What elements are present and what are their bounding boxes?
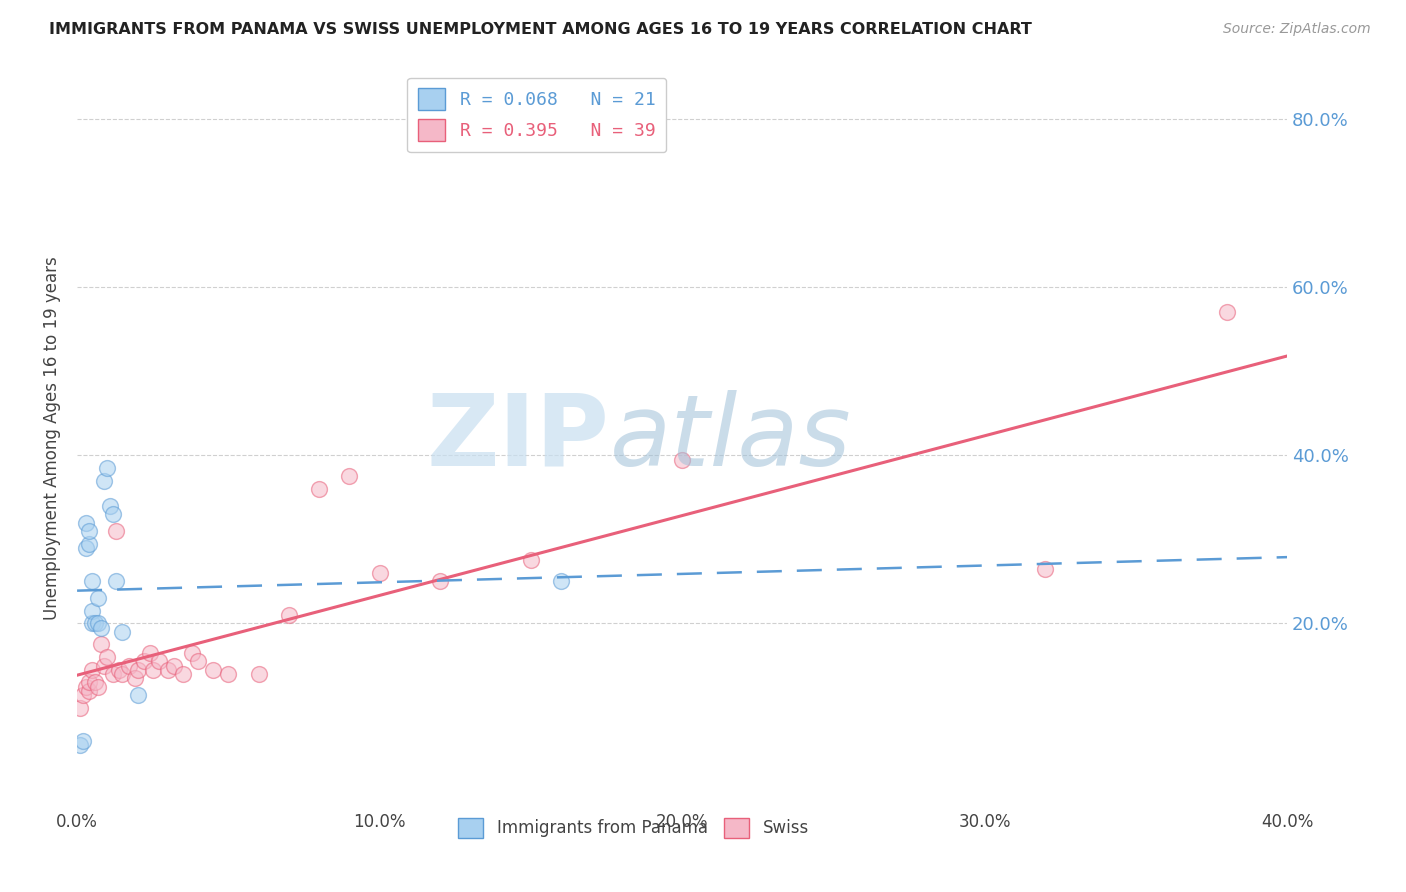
- Point: [75, 680, 97, 694]
- Point: [72, 688, 94, 702]
- Point: [308, 482, 330, 496]
- Point: [368, 566, 391, 580]
- Point: [75, 516, 97, 530]
- Point: [82, 574, 104, 589]
- Point: [181, 646, 204, 660]
- Point: [87, 616, 110, 631]
- Legend: Immigrants from Panama, Swiss: Immigrants from Panama, Swiss: [451, 811, 815, 845]
- Point: [550, 574, 572, 589]
- Point: [82, 616, 104, 631]
- Point: [82, 604, 104, 618]
- Point: [75, 541, 97, 555]
- Point: [87, 591, 110, 606]
- Point: [111, 624, 134, 639]
- Point: [98, 499, 121, 513]
- Point: [127, 688, 149, 702]
- Point: [84, 675, 107, 690]
- Point: [82, 663, 104, 677]
- Point: [671, 452, 693, 467]
- Point: [217, 667, 239, 681]
- Point: [84, 616, 107, 631]
- Point: [1033, 562, 1056, 576]
- Text: atlas: atlas: [609, 390, 851, 487]
- Point: [138, 646, 160, 660]
- Point: [93, 658, 115, 673]
- Point: [337, 469, 360, 483]
- Point: [77, 524, 100, 538]
- Point: [127, 663, 149, 677]
- Y-axis label: Unemployment Among Ages 16 to 19 years: Unemployment Among Ages 16 to 19 years: [44, 257, 60, 620]
- Point: [90, 638, 112, 652]
- Point: [105, 524, 128, 538]
- Point: [520, 553, 543, 567]
- Point: [69, 700, 91, 714]
- Point: [172, 667, 194, 681]
- Point: [111, 667, 134, 681]
- Point: [69, 739, 91, 753]
- Point: [132, 654, 155, 668]
- Point: [108, 663, 131, 677]
- Point: [202, 663, 225, 677]
- Point: [187, 654, 209, 668]
- Point: [96, 461, 118, 475]
- Point: [247, 667, 270, 681]
- Point: [148, 654, 170, 668]
- Point: [105, 574, 128, 589]
- Point: [117, 658, 139, 673]
- Text: Source: ZipAtlas.com: Source: ZipAtlas.com: [1223, 22, 1371, 37]
- Point: [72, 734, 94, 748]
- Point: [1215, 305, 1237, 319]
- Point: [142, 663, 165, 677]
- Point: [90, 621, 112, 635]
- Point: [77, 675, 100, 690]
- Point: [96, 650, 118, 665]
- Point: [429, 574, 451, 589]
- Point: [93, 474, 115, 488]
- Point: [77, 683, 100, 698]
- Point: [124, 671, 146, 685]
- Point: [277, 608, 299, 623]
- Point: [156, 663, 179, 677]
- Point: [163, 658, 186, 673]
- Text: ZIP: ZIP: [426, 390, 609, 487]
- Point: [103, 507, 125, 521]
- Point: [103, 667, 125, 681]
- Point: [77, 536, 100, 550]
- Point: [87, 680, 110, 694]
- Text: IMMIGRANTS FROM PANAMA VS SWISS UNEMPLOYMENT AMONG AGES 16 TO 19 YEARS CORRELATI: IMMIGRANTS FROM PANAMA VS SWISS UNEMPLOY…: [49, 22, 1032, 37]
